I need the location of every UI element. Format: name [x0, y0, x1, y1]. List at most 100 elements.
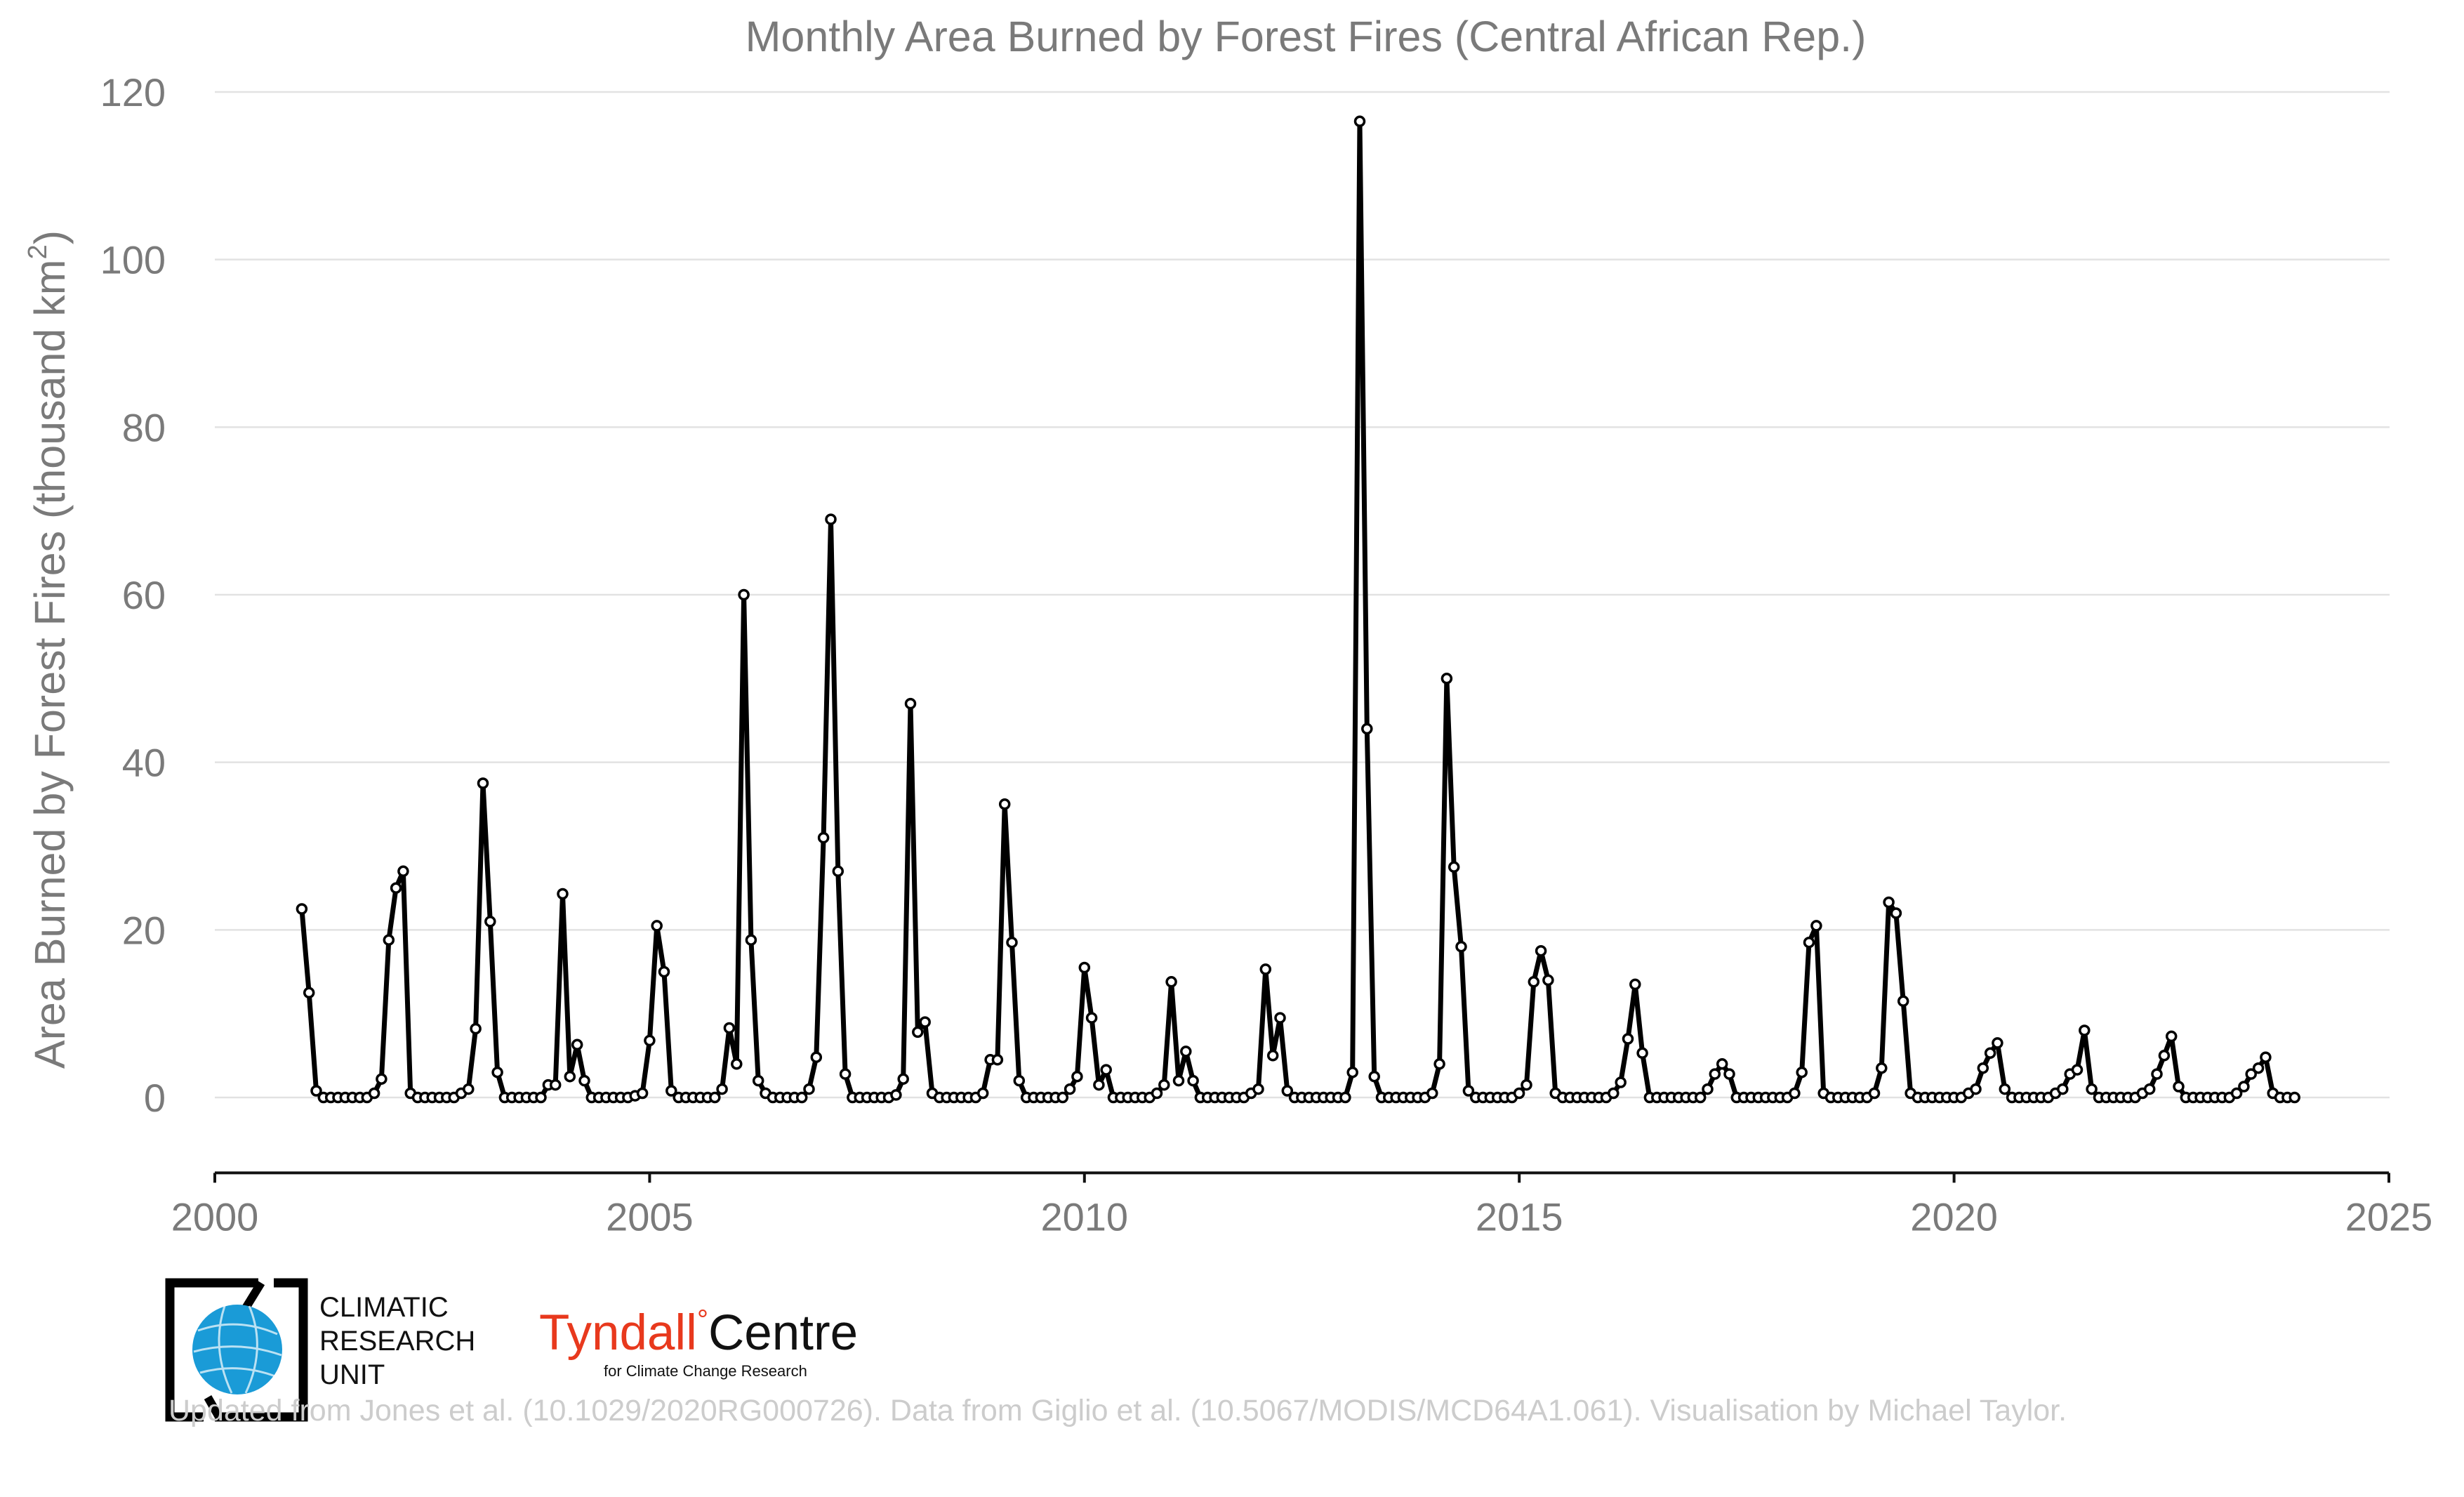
data-point [832, 865, 844, 878]
data-point [1977, 1062, 1989, 1074]
data-point [1071, 1070, 1083, 1083]
y-tick-label: 60 [122, 573, 166, 617]
data-point [1187, 1074, 1199, 1087]
data-point [810, 1051, 823, 1063]
data-point [919, 1016, 931, 1028]
data-point [998, 798, 1011, 810]
cru-bracket-right [215, 1278, 308, 1422]
data-point [1368, 1070, 1380, 1083]
y-axis-label-superscript: 2 [23, 244, 53, 259]
data-point [484, 916, 496, 928]
data-point [1455, 940, 1467, 953]
data-point [2071, 1064, 2084, 1076]
data-point [1622, 1033, 1634, 1045]
data-point [1629, 978, 1641, 991]
cru-bracket-left [165, 1278, 258, 1422]
data-point [1433, 1058, 1445, 1070]
data-point [1462, 1085, 1475, 1097]
data-point [1013, 1074, 1026, 1087]
y-axis-label: Area Burned by Forest Fires (thousand km… [23, 230, 74, 1069]
data-point [897, 1073, 909, 1085]
data-point [709, 1091, 721, 1104]
globe-lines [193, 1305, 282, 1394]
data-point [578, 1074, 590, 1087]
data-point [571, 1038, 583, 1051]
x-tick-label: 2015 [1476, 1194, 1563, 1239]
data-point [1694, 1091, 1707, 1104]
data-point [803, 1083, 815, 1095]
data-point [1970, 1083, 1982, 1095]
data-point [1100, 1064, 1112, 1076]
data-point [303, 987, 315, 999]
data-point [723, 1022, 736, 1034]
data-point [477, 777, 489, 789]
data-point [2238, 1081, 2250, 1093]
data-point [376, 1073, 388, 1085]
data-point [549, 1079, 562, 1091]
data-point [2173, 1081, 2185, 1093]
data-point [1615, 1076, 1627, 1088]
tyndall-degree: ° [696, 1305, 708, 1336]
data-point [2245, 1068, 2257, 1080]
data-point [1252, 1083, 1264, 1095]
data-point [1702, 1083, 1714, 1095]
x-tick-label: 2020 [1910, 1194, 1998, 1239]
y-tick-label: 20 [122, 908, 166, 952]
x-tick-label: 2025 [2345, 1194, 2433, 1239]
data-point [1064, 1083, 1076, 1095]
data-point [1890, 907, 1902, 919]
data-point [296, 903, 308, 915]
cru-slash-bottom [204, 1395, 223, 1419]
y-axis-label-close: ) [26, 230, 74, 244]
data-point [2143, 1083, 2156, 1095]
data-point [1085, 1012, 1098, 1024]
data-point [2165, 1030, 2178, 1043]
data-point [716, 1083, 728, 1095]
data-point [564, 1070, 576, 1083]
x-tick-label: 2005 [606, 1194, 694, 1239]
data-point [2260, 1051, 2272, 1063]
data-point [368, 1087, 380, 1100]
cru-logo [165, 1278, 308, 1422]
data-point [2230, 1087, 2243, 1100]
data-point [1346, 1066, 1358, 1079]
y-tick-label: 40 [122, 741, 166, 785]
y-tick-label: 100 [100, 238, 166, 282]
data-point [817, 831, 830, 844]
data-point [1535, 944, 1547, 957]
data-points [296, 115, 2300, 1104]
data-point [839, 1068, 852, 1080]
data-point [1716, 1058, 1728, 1070]
chart-title: Monthly Area Burned by Forest Fires (Cen… [746, 13, 1867, 60]
data-point [1521, 1079, 1532, 1091]
data-point [1528, 976, 1540, 988]
data-point [2086, 1083, 2098, 1095]
tyndall-logo: Tyndall°Centre for Climate Change Resear… [539, 1305, 859, 1380]
data-point [2158, 1050, 2171, 1062]
data-point [1992, 1037, 2003, 1049]
cru-line-2: RESEARCH [319, 1326, 476, 1357]
data-point [890, 1089, 902, 1101]
data-point [636, 1087, 649, 1100]
y-tick-label: 80 [122, 405, 166, 449]
data-point [1274, 1012, 1286, 1024]
tyndall-subtitle: for Climate Change Research [604, 1362, 807, 1380]
tyndall-centre: Centre [708, 1305, 859, 1361]
data-point [991, 1054, 1004, 1066]
data-point [745, 934, 757, 946]
data-point [1723, 1068, 1735, 1080]
data-point [1180, 1046, 1192, 1057]
data-point [2151, 1068, 2163, 1080]
x-tick-label: 2000 [171, 1194, 259, 1239]
data-point [470, 1022, 482, 1035]
y-tick-label: 120 [100, 70, 166, 114]
data-point [1151, 1087, 1163, 1100]
data-point [2057, 1083, 2069, 1095]
data-point [463, 1083, 475, 1095]
data-point [1353, 115, 1366, 128]
x-tick-label: 2010 [1041, 1194, 1129, 1239]
y-axis-label-main: Area Burned by Forest Fires (thousand km [26, 259, 74, 1069]
cru-line-1: CLIMATIC [319, 1292, 449, 1323]
gridlines [215, 91, 2390, 1099]
series-line [299, 119, 2295, 1100]
